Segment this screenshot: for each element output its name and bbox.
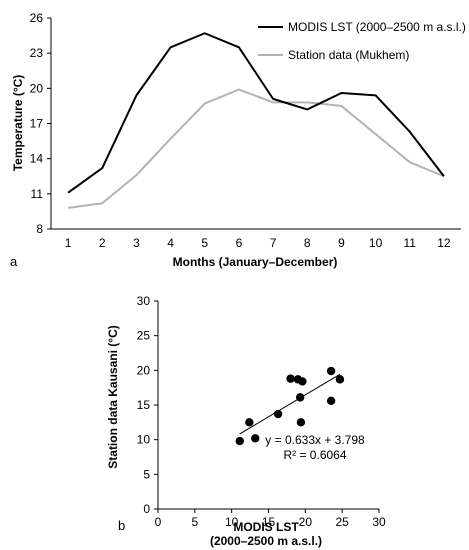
scatter-points (235, 366, 345, 446)
scatter-point (295, 393, 305, 402)
x-tick-label: 20 (299, 515, 313, 529)
scatter-point (326, 396, 336, 406)
x-tick-label: 5 (191, 515, 198, 529)
x-tick-label: 11 (404, 236, 417, 250)
x-tick-label: 30 (372, 515, 386, 529)
x-tick-label: 8 (304, 236, 311, 250)
legend: MODIS LST (2000–2500 m a.s.l.) Station d… (258, 20, 466, 62)
scatter-chart-panel: 0 5 10 15 20 25 30 0 5 10 15 20 25 30 y = 0.633x + 3… (106, 294, 386, 548)
y-tick-label: 30 (137, 294, 151, 308)
modis-series-line (67, 32, 445, 194)
y-tick-label: 15 (137, 398, 151, 412)
x-tick-label: 6 (236, 236, 243, 250)
x-tick-labels: 0 5 10 15 20 25 30 (155, 509, 386, 529)
y-tick-label: 17 (30, 117, 44, 131)
y-tick-label: 20 (137, 363, 151, 377)
x-tick-label: 4 (167, 236, 174, 250)
y-tick-label: 11 (31, 187, 44, 201)
x-tick-label: 1 (65, 236, 72, 250)
x-axis-title: Months (January–December) (173, 255, 338, 269)
panel-label-a: a (10, 254, 18, 269)
x-tick-label: 0 (155, 515, 162, 529)
x-tick-label: 7 (270, 236, 277, 250)
y-tick-labels: 8 11 14 17 20 23 26 (30, 11, 51, 236)
y-tick-label: 14 (30, 152, 44, 166)
x-axis-title-line2: (2000–2500 m a.s.l.) (210, 534, 322, 548)
legend-label-station: Station data (Mukhem) (288, 48, 409, 62)
trendline-layer (239, 373, 341, 435)
y-tick-labels: 0 5 10 15 20 25 30 (137, 294, 158, 516)
x-axis-title-line1: MODIS LST (233, 520, 299, 534)
series-lines (67, 32, 445, 209)
scatter-point (335, 375, 345, 384)
scatter-point (251, 434, 260, 443)
y-tick-label: 26 (30, 11, 44, 25)
scatter-point (286, 374, 295, 383)
scatter-point (298, 377, 307, 386)
x-tick-label: 15 (262, 515, 276, 529)
x-tick-label: 9 (338, 236, 345, 250)
y-tick-label: 20 (30, 81, 44, 95)
station-series-line (67, 88, 445, 209)
x-tick-label: 10 (369, 236, 383, 250)
x-tick-label: 10 (225, 515, 239, 529)
x-tick-label: 3 (133, 236, 140, 250)
r-squared-label: R² = 0.6064 (283, 448, 346, 462)
x-tick-labels: 1 2 3 4 5 6 7 8 9 10 11 12 (65, 236, 451, 250)
y-tick-label: 5 (143, 467, 150, 481)
panel-label-b: b (118, 518, 125, 533)
scatter-point (235, 436, 244, 446)
scatter-point (245, 418, 254, 427)
x-tick-label: 25 (335, 515, 349, 529)
y-tick-label: 10 (137, 433, 151, 447)
trendline-equation: y = 0.633x + 3.798 (265, 433, 365, 447)
y-tick-label: 25 (137, 329, 151, 343)
y-tick-label: 8 (36, 222, 43, 236)
x-tick-label: 5 (201, 236, 208, 250)
y-tick-label: 0 (143, 502, 150, 516)
scatter-point (296, 418, 306, 427)
x-tick-label: 12 (437, 236, 451, 250)
legend-label-modis: MODIS LST (2000–2500 m a.s.l.) (288, 20, 466, 34)
y-tick-label: 23 (30, 46, 44, 60)
x-tick-label: 2 (99, 236, 106, 250)
y-axis-title: Station data Kausani (°C) (106, 325, 120, 468)
scatter-point (273, 409, 283, 419)
scatter-point (326, 366, 336, 376)
y-axis-title: Temperature (°C) (11, 75, 25, 172)
trendline (239, 373, 341, 435)
